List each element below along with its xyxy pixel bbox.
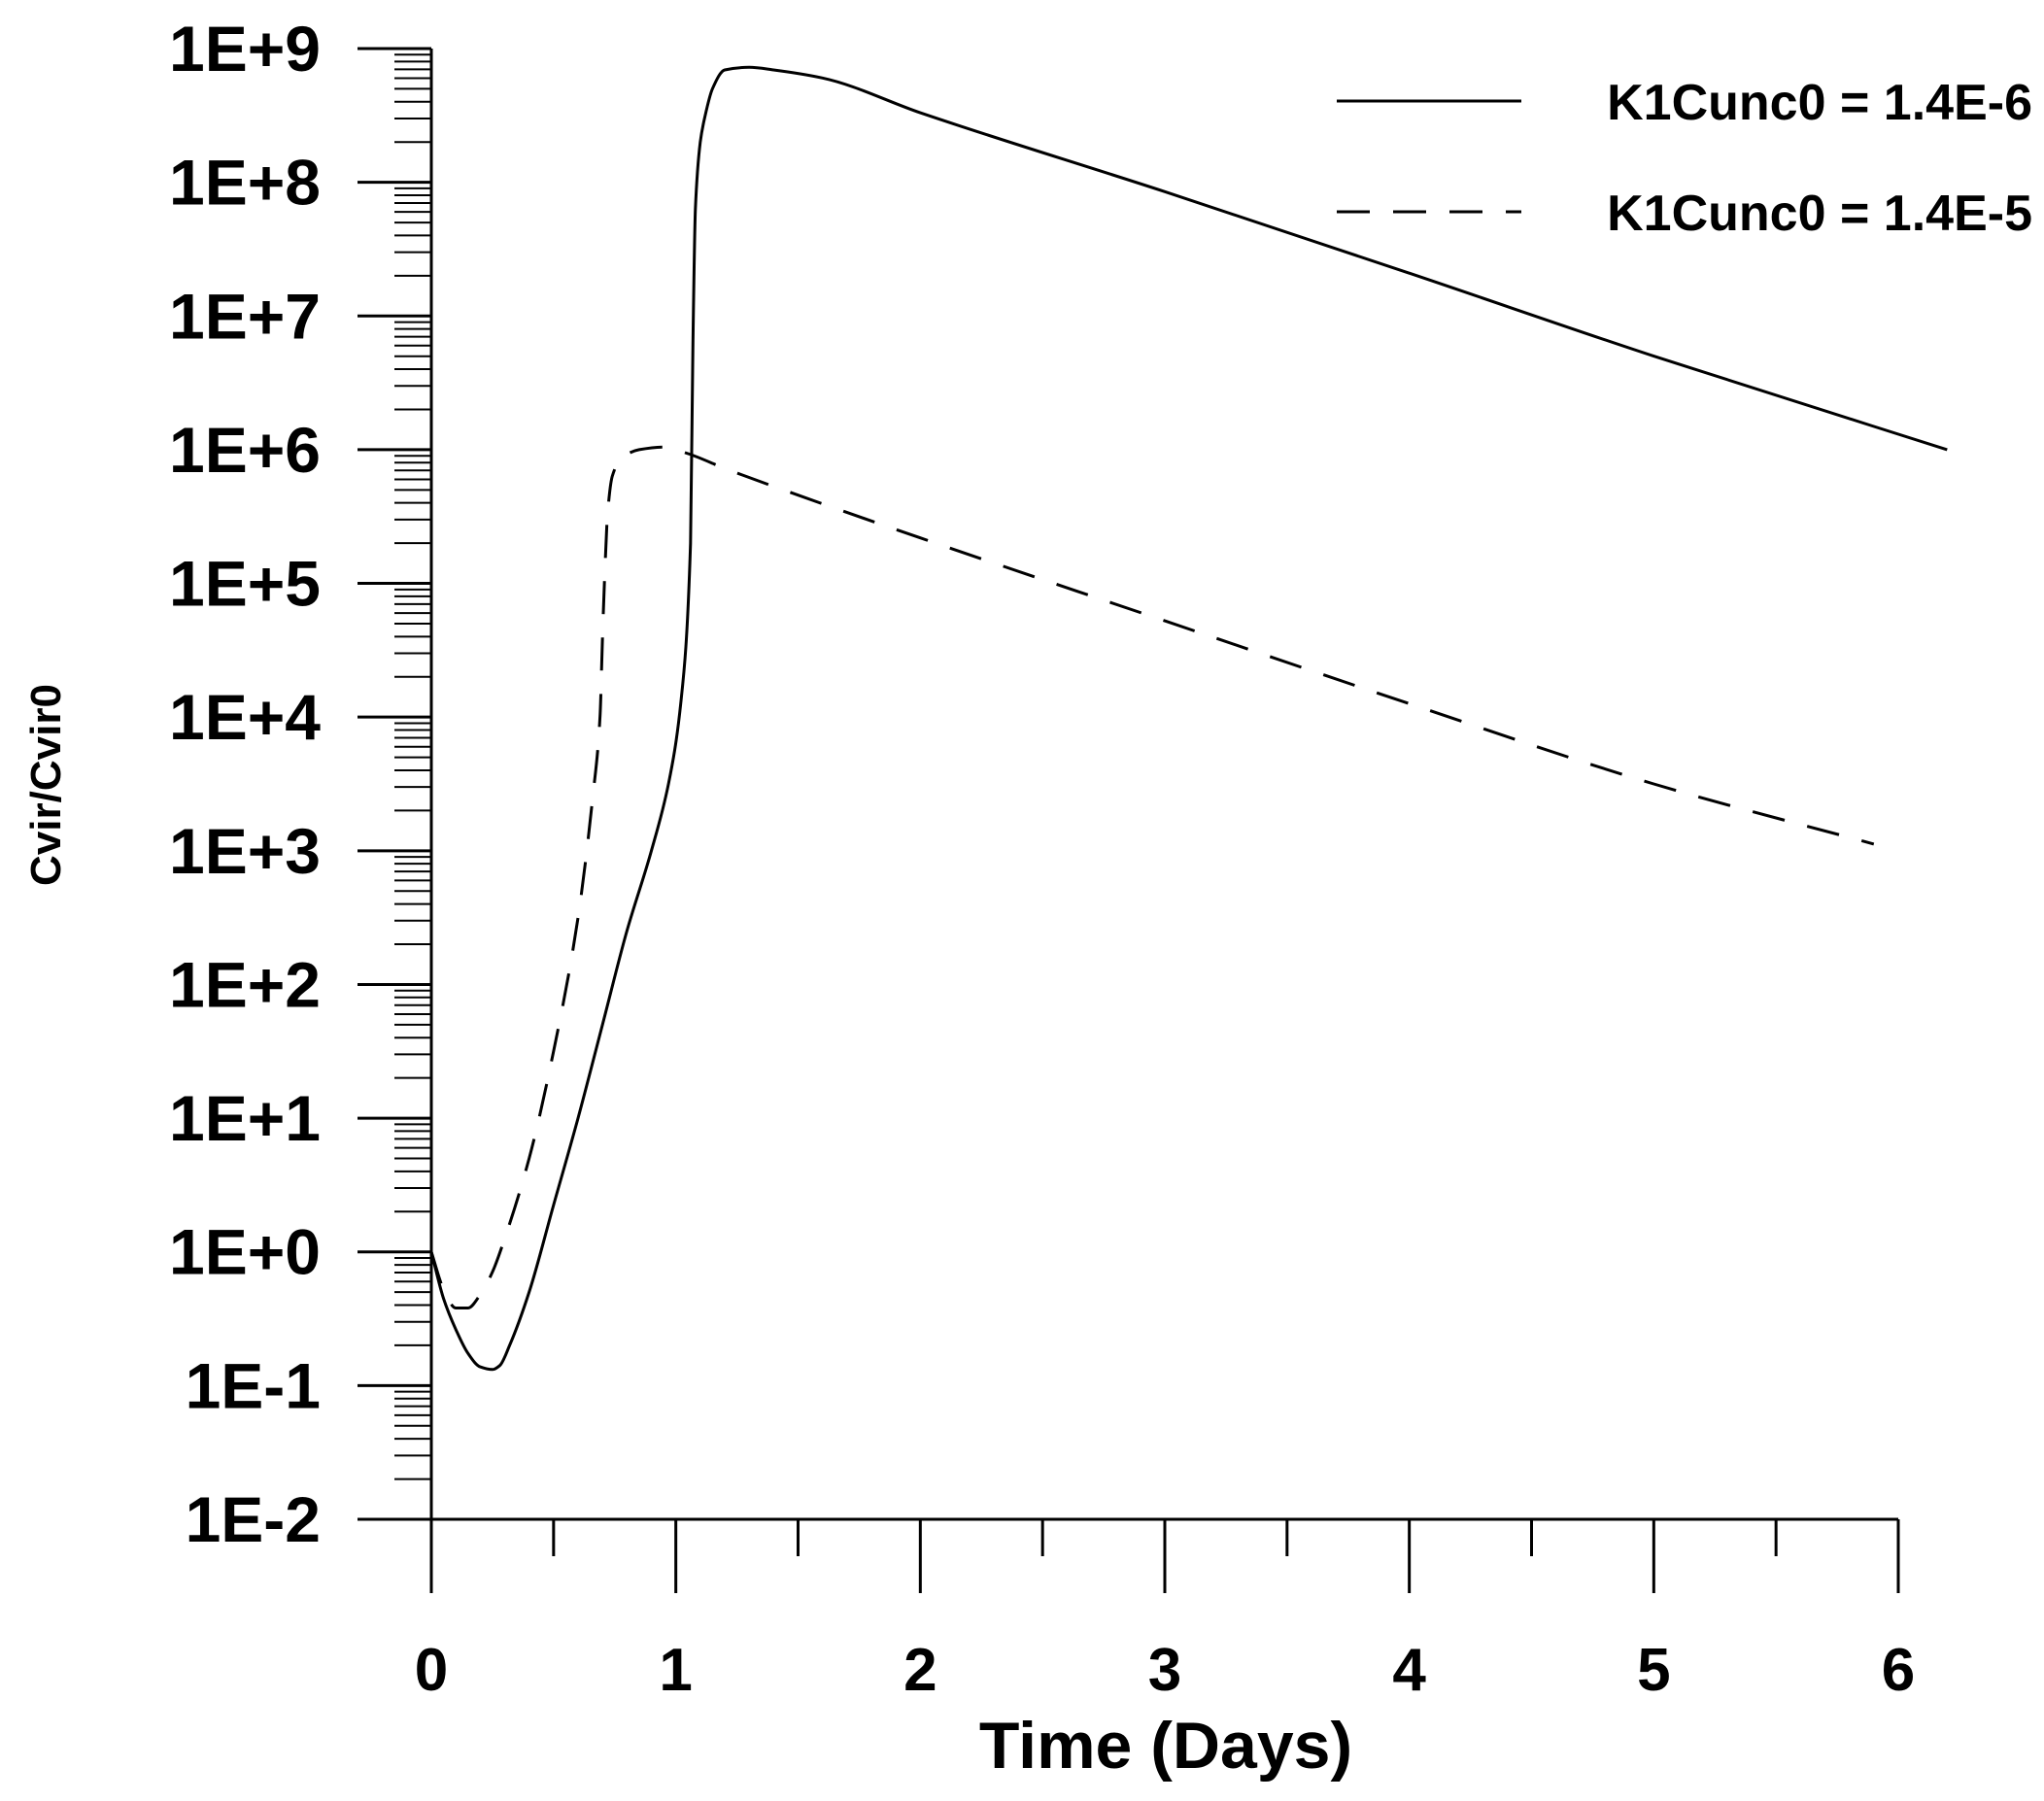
axes	[358, 49, 1898, 1593]
y-tick-label: 1E-1	[186, 1349, 321, 1421]
legend: K1Cunc0 = 1.4E-6 K1Cunc0 = 1.4E-5	[1337, 75, 2032, 242]
y-tick-label: 1E-2	[186, 1483, 321, 1555]
y-tick-label: 1E+1	[169, 1082, 321, 1154]
x-axis-ticks: 0 1 2 3 4 5 6	[415, 1519, 1915, 1704]
legend-label-series-2: K1Cunc0 = 1.4E-5	[1607, 186, 2032, 242]
x-tick-label: 4	[1392, 1637, 1426, 1704]
y-axis-label: Cvir/Cvir0	[22, 684, 70, 886]
series-line-1	[429, 65, 1948, 1372]
x-tick-label: 6	[1882, 1637, 1915, 1704]
y-tick-label: 1E+3	[169, 815, 321, 887]
y-tick-label: 1E+4	[169, 681, 321, 753]
y-tick-label: 1E+6	[169, 414, 321, 486]
y-axis-ticks: 1E+9 1E+8 1E+7 1E+6 1E+5 1E+4 1E+3 1E+2 1E+1 1E+0…	[169, 13, 431, 1555]
y-tick-label: 1E+2	[169, 948, 321, 1020]
x-axis-label: Time (Days)	[979, 1709, 1352, 1783]
x-tick-label: 5	[1637, 1637, 1670, 1704]
y-tick-label: 1E+9	[169, 13, 321, 85]
y-tick-label: 1E+8	[169, 147, 321, 219]
x-tick-label: 1	[659, 1637, 692, 1704]
series-line-2	[429, 445, 1875, 1309]
y-tick-label: 1E+0	[169, 1216, 321, 1288]
x-tick-label: 2	[903, 1637, 937, 1704]
x-tick-label: 3	[1148, 1637, 1181, 1704]
y-tick-label: 1E+5	[169, 548, 321, 620]
x-tick-label: 0	[415, 1637, 448, 1704]
y-tick-label: 1E+7	[169, 280, 321, 352]
legend-label-series-1: K1Cunc0 = 1.4E-6	[1607, 75, 2032, 131]
series-lines	[429, 65, 1948, 1372]
